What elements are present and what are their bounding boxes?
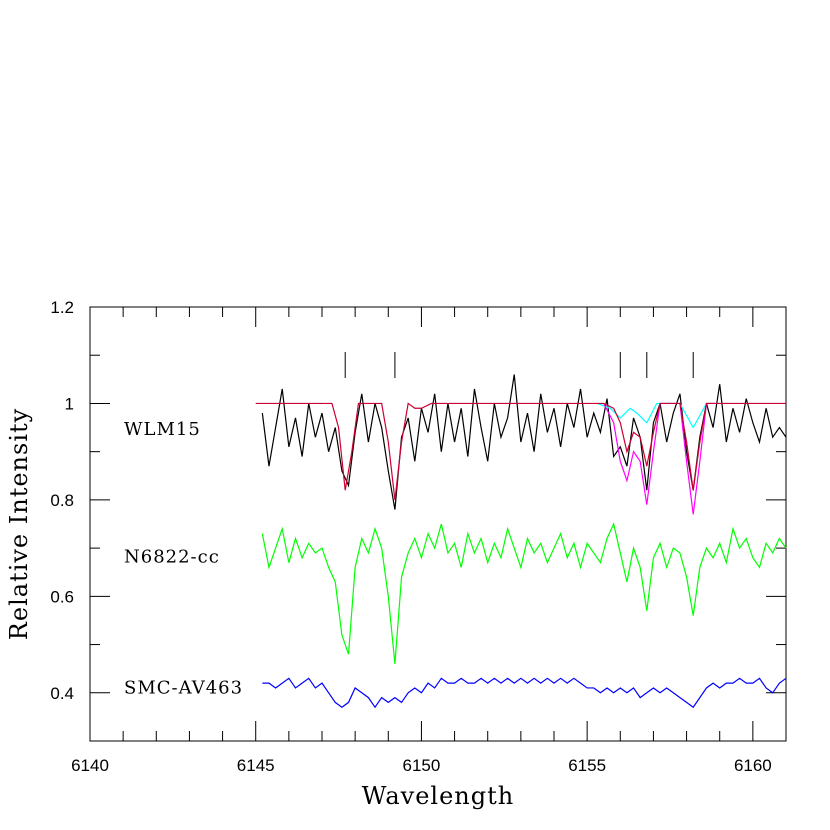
y-tick-label: 0.8 [50, 491, 74, 510]
x-tick-label: 6150 [403, 756, 441, 775]
x-tick-label: 6145 [237, 756, 275, 775]
spectrum-line [261, 374, 787, 510]
y-tick-label: 1.2 [50, 298, 74, 317]
model-line [255, 402, 786, 500]
x-tick-label: 6155 [568, 756, 606, 775]
x-tick-label: 6140 [71, 756, 109, 775]
y-tick-label: 0.6 [50, 587, 74, 606]
y-tick-label: 1 [65, 394, 74, 413]
series-label: SMC-AV463 [124, 678, 243, 699]
model-line [603, 402, 720, 515]
y-axis-label: Relative Intensity [5, 408, 33, 640]
plot-frame [89, 306, 787, 742]
spectrum-line [261, 522, 787, 664]
spectrum-line [262, 677, 787, 709]
series-label: N6822-cc [124, 547, 220, 568]
x-axis-label: Wavelength [362, 782, 514, 810]
y-tick-label: 0.4 [50, 684, 74, 703]
series-label: WLM15 [124, 419, 201, 440]
x-tick-label: 6160 [734, 756, 772, 775]
